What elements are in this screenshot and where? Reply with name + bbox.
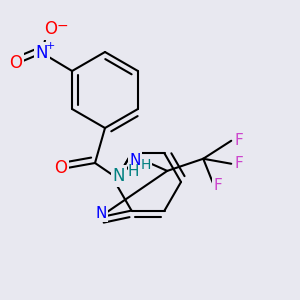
- Text: −: −: [56, 19, 68, 33]
- Text: N: N: [129, 153, 141, 168]
- Text: O: O: [10, 54, 22, 72]
- Text: H: H: [141, 158, 151, 172]
- Text: +: +: [45, 41, 55, 51]
- Text: N: N: [36, 44, 48, 62]
- Text: F: F: [235, 133, 244, 148]
- Text: O: O: [55, 159, 68, 177]
- Text: N: N: [113, 167, 125, 185]
- Text: N: N: [95, 206, 107, 221]
- Text: H: H: [127, 164, 139, 179]
- Text: O: O: [45, 20, 58, 38]
- Text: F: F: [235, 156, 244, 171]
- Text: F: F: [214, 178, 223, 193]
